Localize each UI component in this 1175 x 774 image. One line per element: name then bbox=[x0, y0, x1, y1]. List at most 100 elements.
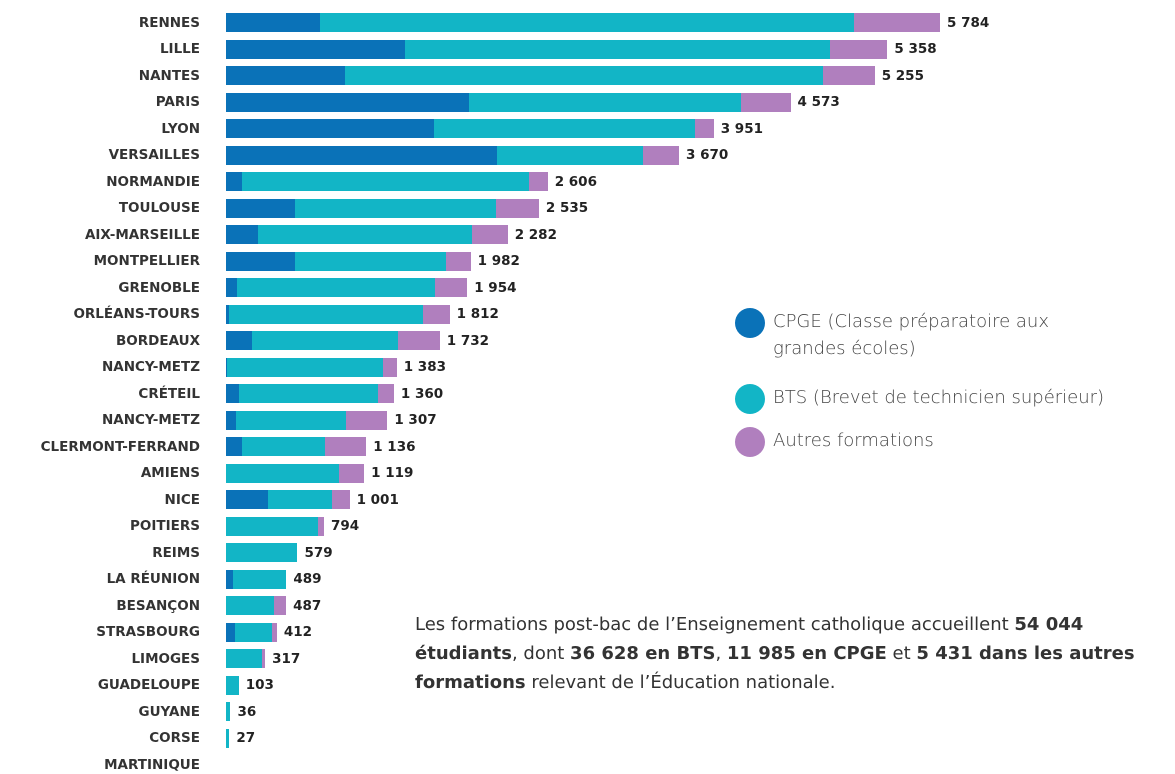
category-label: MARTINIQUE bbox=[104, 756, 200, 773]
total-label: 1 982 bbox=[477, 253, 520, 269]
bar-segment bbox=[226, 304, 229, 324]
bar-segment bbox=[226, 622, 235, 642]
legend-label: CPGE (Classe préparatoire aux grandes éc… bbox=[773, 311, 1049, 359]
bar-segment bbox=[383, 357, 397, 377]
bar-segment bbox=[226, 198, 295, 218]
bar-segment bbox=[434, 278, 468, 297]
total-label: 1 812 bbox=[456, 306, 499, 322]
category-label: BORDEAUX bbox=[116, 332, 200, 349]
category-label: BESANÇON bbox=[116, 597, 200, 614]
annotation-text: Les formations post-bac de l’Enseignemen… bbox=[415, 614, 1015, 635]
total-label: 1 119 bbox=[371, 465, 414, 481]
legend-item: Autres formations bbox=[735, 427, 1175, 457]
bar-segment bbox=[226, 13, 321, 32]
bar-segment bbox=[226, 410, 236, 430]
bar-segment bbox=[422, 304, 450, 324]
annotation-text: et bbox=[886, 643, 917, 664]
bar-segment bbox=[226, 251, 295, 271]
category-label: NICE bbox=[164, 491, 200, 508]
bar-segment bbox=[235, 622, 273, 642]
total-label: 5 358 bbox=[894, 41, 937, 57]
total-label: 27 bbox=[236, 730, 256, 746]
total-label: 412 bbox=[283, 624, 313, 640]
category-label: CORSE bbox=[149, 730, 200, 746]
bar-segment bbox=[226, 278, 237, 297]
total-label: 5 255 bbox=[881, 67, 924, 84]
category-label: LILLE bbox=[159, 41, 200, 57]
bar-segment bbox=[226, 463, 339, 483]
category-label: VERSAILLES bbox=[108, 147, 200, 163]
annotation-text: 11 985 en CPGE bbox=[726, 643, 887, 664]
bar-segment bbox=[295, 251, 446, 271]
bar-segment bbox=[226, 437, 243, 456]
category-label: CLERMONT-FERRAND bbox=[40, 438, 200, 455]
bar-segment bbox=[434, 119, 695, 138]
bar-segment bbox=[262, 649, 266, 668]
category-label: GUADELOUPE bbox=[97, 677, 200, 693]
bar-segment bbox=[377, 384, 394, 403]
bar-segment bbox=[252, 331, 399, 350]
total-label: 3 951 bbox=[720, 120, 763, 137]
bar-segment bbox=[471, 225, 508, 244]
bar-segment bbox=[236, 278, 435, 297]
bar-segment bbox=[345, 410, 388, 430]
total-label: 1 383 bbox=[403, 359, 446, 375]
bar-segment bbox=[238, 384, 378, 403]
bar-segment bbox=[226, 649, 263, 668]
annotation: Les formations post-bac de l’Enseignemen… bbox=[415, 610, 1175, 697]
bar-segment bbox=[398, 331, 440, 350]
bar-segment bbox=[272, 622, 277, 642]
category-label: STRASBOURG bbox=[96, 624, 200, 640]
total-label: 3 670 bbox=[686, 147, 729, 163]
bar-segment bbox=[226, 331, 253, 350]
bar-segment bbox=[226, 596, 275, 615]
bar-segment bbox=[226, 702, 231, 721]
bar-segment bbox=[274, 596, 287, 615]
category-label: NORMANDIE bbox=[106, 173, 200, 190]
legend-item: BTS (Brevet de technicien supérieur) bbox=[735, 384, 1175, 414]
category-label: NANCY-METZ bbox=[101, 359, 200, 375]
bar-segment bbox=[823, 66, 875, 85]
bar-segment bbox=[497, 145, 644, 165]
bar-segment bbox=[242, 437, 325, 456]
category-label: REIMS bbox=[152, 544, 200, 561]
total-label: 2 535 bbox=[545, 200, 589, 216]
bar-segment bbox=[741, 92, 791, 112]
bar-segment bbox=[242, 172, 530, 191]
total-label: 489 bbox=[293, 571, 322, 587]
annotation-text: 36 628 en BTS bbox=[570, 643, 716, 664]
bar-segment bbox=[445, 251, 471, 271]
category-label: NANCY-METZ bbox=[101, 412, 200, 428]
bar-segment bbox=[226, 225, 258, 244]
category-label: GRENOBLE bbox=[118, 279, 200, 296]
bar-segment bbox=[325, 437, 367, 456]
category-label: CRÉTEIL bbox=[138, 385, 200, 402]
bar-segment bbox=[226, 516, 318, 536]
legend-swatch bbox=[735, 427, 765, 457]
bar-segment bbox=[643, 145, 680, 165]
total-label: 794 bbox=[331, 518, 360, 534]
bar-segment bbox=[226, 172, 243, 191]
bar-segment bbox=[317, 516, 324, 536]
category-label: NANTES bbox=[138, 67, 200, 84]
category-label: LYON bbox=[161, 120, 200, 137]
category-label: TOULOUSE bbox=[118, 200, 200, 216]
category-label: AIX-MARSEILLE bbox=[84, 226, 200, 243]
total-label: 579 bbox=[304, 544, 333, 561]
bar-segment bbox=[404, 39, 830, 59]
category-label: ORLÉANS-TOURS bbox=[73, 306, 200, 322]
total-label: 1 136 bbox=[373, 438, 416, 455]
total-label: 4 573 bbox=[797, 94, 840, 110]
bar-segment bbox=[226, 39, 405, 59]
legend-label: BTS (Brevet de technicien supérieur) bbox=[773, 387, 1105, 408]
annotation-text: , dont bbox=[511, 643, 571, 664]
annotation-text: , bbox=[715, 643, 727, 664]
bar-segment bbox=[226, 490, 268, 509]
bar-segment bbox=[226, 357, 227, 377]
bar-segment bbox=[830, 39, 888, 59]
total-label: 103 bbox=[245, 677, 274, 693]
bar-segment bbox=[854, 13, 940, 32]
bar-segment bbox=[257, 225, 472, 244]
legend-item: CPGE (Classe préparatoire aux grandes éc… bbox=[735, 308, 1063, 362]
